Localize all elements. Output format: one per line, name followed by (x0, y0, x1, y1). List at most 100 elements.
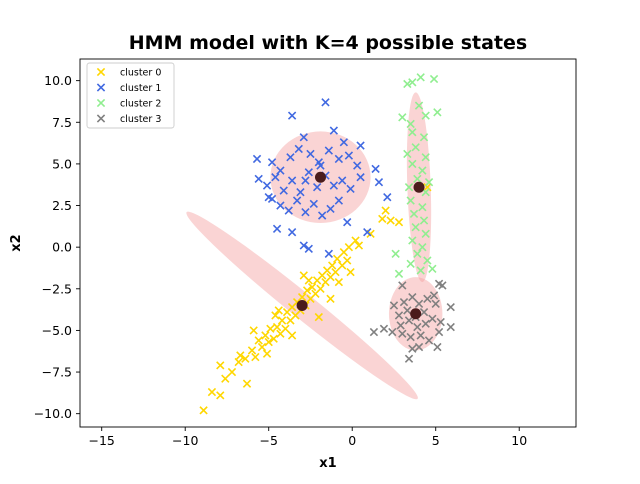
data-point-3-4 (446, 302, 455, 312)
data-point-1-32 (284, 206, 293, 215)
data-point-2-27 (423, 256, 432, 265)
data-point-2-31 (391, 249, 400, 258)
data-point-0-6 (236, 351, 245, 360)
data-point-1-41 (287, 228, 297, 237)
data-point-0-63 (378, 214, 387, 224)
legend: cluster 0 cluster 1 cluster 2 cluster 3 (86, 62, 175, 129)
data-point-0-1 (207, 387, 217, 397)
data-point-2-29 (416, 266, 425, 275)
data-point-0-61 (386, 216, 395, 225)
data-point-3-20 (436, 317, 445, 327)
data-point-1-7 (267, 158, 277, 167)
legend-marker-0 (96, 67, 106, 77)
data-point-1-6 (252, 154, 262, 164)
data-point-2-16 (404, 183, 414, 192)
data-point-3-7 (408, 292, 417, 302)
data-point-3-2 (438, 281, 447, 290)
data-point-1-45 (371, 164, 380, 174)
data-point-1-46 (374, 178, 384, 187)
data-point-0-11 (254, 336, 263, 345)
data-point-2-9 (408, 128, 417, 137)
data-point-0-53 (326, 294, 335, 303)
data-point-2-7 (421, 111, 430, 120)
legend-label-1: cluster 1 (120, 83, 161, 94)
x-tick-label-4: 5 (432, 433, 440, 448)
y-axis-label: x2 (9, 234, 24, 251)
data-point-2-15 (413, 174, 422, 184)
data-point-0-50 (249, 326, 258, 335)
state-mean-3 (410, 308, 422, 320)
data-point-0-8 (241, 354, 250, 363)
legend-marker-2 (96, 98, 106, 108)
data-point-3-15 (428, 314, 437, 323)
data-point-1-28 (346, 184, 355, 194)
x-tick-label-3: 0 (348, 433, 356, 448)
data-point-0-40 (331, 267, 340, 277)
data-point-3-10 (431, 299, 440, 308)
data-point-0-0 (199, 406, 208, 415)
data-point-2-8 (433, 108, 442, 117)
data-point-1-21 (287, 176, 297, 185)
data-point-0-19 (277, 316, 287, 325)
data-point-0-3 (221, 374, 230, 383)
data-point-2-10 (419, 133, 429, 142)
state-mean-2 (413, 181, 425, 193)
data-point-1-9 (286, 153, 295, 162)
data-point-2-6 (414, 101, 424, 110)
data-point-2-30 (428, 264, 437, 273)
data-point-0-65 (423, 183, 432, 192)
data-point-2-21 (419, 216, 429, 225)
data-point-1-43 (304, 244, 313, 253)
data-point-2-0 (403, 79, 412, 89)
data-point-2-3 (429, 74, 439, 84)
data-point-3-30 (414, 342, 424, 352)
data-point-0-20 (281, 324, 290, 333)
data-point-0-12 (257, 342, 267, 352)
data-point-0-15 (266, 324, 275, 333)
data-point-3-27 (424, 336, 434, 345)
data-point-1-44 (324, 249, 334, 258)
data-point-3-19 (421, 319, 430, 328)
data-point-0-9 (247, 346, 257, 355)
x-axis-label: x1 (319, 456, 336, 471)
data-point-2-5 (406, 119, 415, 129)
data-point-0-52 (314, 312, 323, 322)
plot-content (186, 73, 455, 415)
data-point-0-51 (287, 331, 297, 340)
y-tick-label-6: 5.0 (52, 156, 72, 171)
data-point-2-4 (398, 113, 407, 122)
x-tick-label-1: −10 (172, 433, 198, 448)
data-point-2-14 (418, 166, 427, 175)
data-point-3-8 (414, 299, 424, 308)
data-point-0-39 (328, 261, 337, 270)
data-point-1-23 (304, 168, 313, 177)
data-point-3-29 (433, 342, 442, 352)
data-point-0-31 (307, 282, 317, 292)
data-point-2-2 (416, 73, 425, 82)
data-point-0-27 (297, 292, 307, 302)
data-point-0-4 (216, 361, 225, 370)
data-point-1-17 (254, 174, 263, 184)
data-point-3-26 (416, 331, 425, 340)
legend-marker-1 (96, 83, 106, 92)
data-point-0-34 (316, 284, 325, 293)
data-point-2-25 (418, 242, 427, 252)
legend-label-0: cluster 0 (120, 68, 161, 79)
data-point-2-32 (394, 269, 404, 278)
data-point-1-22 (296, 188, 305, 197)
x-tick-label-5: 10 (511, 433, 527, 448)
data-point-1-33 (292, 196, 302, 205)
data-point-3-9 (423, 294, 432, 303)
plot-frame (79, 58, 577, 428)
data-point-0-2 (216, 391, 225, 400)
state-mean-1 (296, 299, 308, 311)
data-point-0-57 (262, 349, 272, 358)
data-point-3-21 (446, 322, 455, 332)
y-tick-label-2: −5.0 (42, 323, 72, 338)
data-point-2-23 (421, 229, 430, 239)
data-point-1-31 (276, 201, 285, 210)
data-point-0-60 (381, 206, 390, 215)
data-point-1-47 (383, 193, 392, 202)
